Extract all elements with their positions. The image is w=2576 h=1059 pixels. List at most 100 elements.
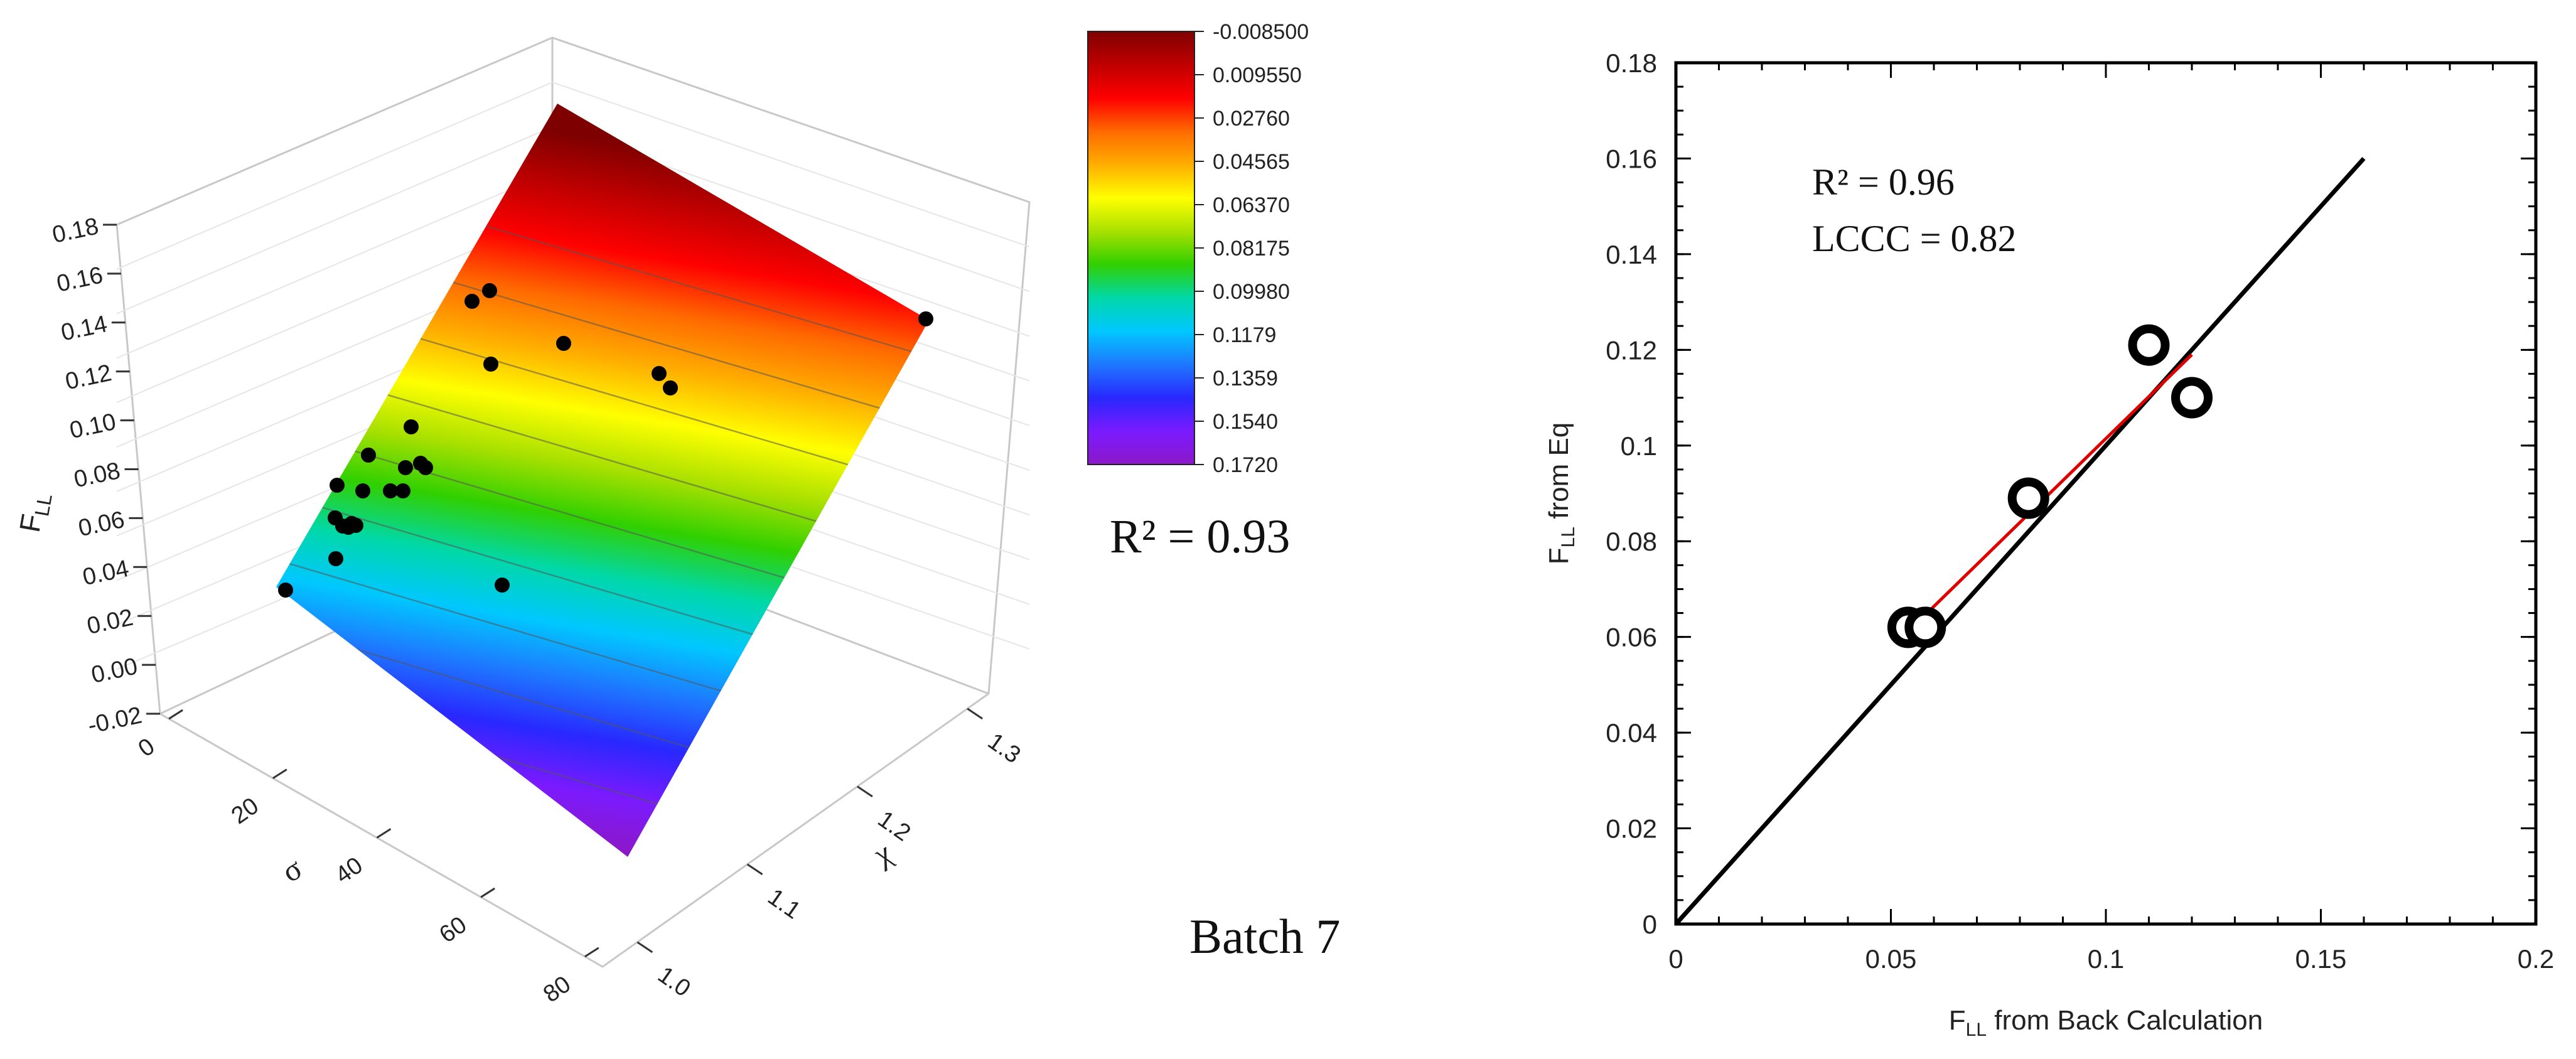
- contour-line: [276, 815, 929, 857]
- surface-data-point: [348, 518, 363, 533]
- colorbar-label: 0.1359: [1213, 367, 1278, 390]
- surface-data-point: [330, 478, 345, 493]
- chi-tick-label: 1.1: [763, 884, 805, 925]
- chi-tick: [857, 785, 873, 798]
- surface-data-point: [918, 311, 933, 326]
- surface-data-point: [464, 294, 480, 309]
- grid-line: [552, 82, 1030, 248]
- colorbar-label: 0.1720: [1213, 453, 1278, 477]
- z-tick-label: 0.16: [55, 262, 105, 297]
- chi-axis-ticks: 1.01.11.21.3: [636, 707, 1025, 1003]
- scatter-point: [1904, 606, 1946, 648]
- colorbar-label: -0.008500: [1213, 20, 1309, 44]
- scatter-x-axis-label: FLL from Back Calculation: [1949, 1005, 2263, 1040]
- grid-line: [116, 171, 553, 359]
- surface-data-point: [663, 380, 678, 395]
- colorbar: -0.008500 0.009550 0.02760 0.04565 0.06370 0.…: [1087, 20, 1309, 477]
- z-tick-label: 0.04: [80, 556, 131, 591]
- sigma-tick-label: 0: [134, 733, 159, 763]
- colorbar-label: 0.009550: [1213, 63, 1302, 87]
- y-tick-label: 0: [1643, 910, 1657, 939]
- scatter-plot-2d: 0 0.05 0.1 0.15 0.2 0 0.02 0.04 0.06 0.08 0.1 0.12 0…: [1543, 48, 2554, 1040]
- colorbar-label: 0.09980: [1213, 280, 1290, 304]
- y-tick-label: 0.02: [1606, 814, 1657, 844]
- z-tick-label: 0.10: [67, 409, 118, 444]
- surface-data-point: [328, 551, 343, 566]
- surface-data-point: [495, 578, 510, 593]
- scatter-points: [1887, 324, 2213, 648]
- grid-line: [116, 126, 553, 314]
- batch-label: Batch 7: [1189, 909, 1340, 964]
- regression-fit-line: [1911, 353, 2193, 629]
- sigma-tick: [480, 887, 495, 898]
- scatter-y-axis-label: FLL from Eq: [1543, 422, 1579, 565]
- r2-surface-label: R² = 0.93: [1110, 510, 1290, 563]
- sigma-tick-label: 40: [331, 852, 368, 889]
- y-tick-label: 0.14: [1606, 240, 1657, 269]
- surface-data-point: [398, 460, 413, 475]
- chi-tick: [967, 707, 984, 720]
- r2-scatter-annotation: R² = 0.96: [1812, 161, 1955, 203]
- sigma-tick: [168, 709, 183, 720]
- grid-line: [116, 82, 553, 270]
- surface-data-point: [383, 483, 398, 498]
- surface-plot-3d: -0.02 0.00 0.02 0.04 0.06 0.08 0.10 0.12 0.14 0.1…: [13, 20, 1341, 1008]
- colorbar-gradient: [1087, 31, 1195, 465]
- z-tick-label: 0.00: [89, 653, 140, 689]
- y-tick-label: 0.1: [1621, 431, 1657, 461]
- z-tick-label: 0.08: [72, 458, 122, 493]
- sigma-tick: [376, 828, 392, 839]
- lccc-annotation: LCCC = 0.82: [1812, 218, 2017, 259]
- z-axis-ticks: -0.02 0.00 0.02 0.04 0.06 0.08 0.10 0.12 0.14 0.1…: [50, 213, 160, 739]
- colorbar-label: 0.04565: [1213, 150, 1290, 174]
- scatter-tick-labels: 0 0.05 0.1 0.15 0.2 0 0.02 0.04 0.06 0.08 0.1 0.12 0…: [1606, 48, 2554, 974]
- scatter-point: [2128, 324, 2170, 366]
- surface-data-point: [404, 419, 419, 434]
- sigma-tick-label: 80: [539, 971, 576, 1008]
- y-tick-label: 0.16: [1606, 144, 1657, 173]
- y-tick-label: 0.08: [1606, 527, 1657, 556]
- colorbar-label: 0.06370: [1213, 193, 1290, 217]
- z-tick-label: 0.14: [58, 311, 109, 346]
- sigma-tick-label: 60: [435, 911, 472, 949]
- surface-data-point: [418, 460, 433, 475]
- chi-tick: [636, 941, 653, 954]
- chi-tick: [746, 863, 763, 876]
- identity-line: [1674, 157, 2366, 926]
- surface-data-point: [355, 483, 370, 498]
- x-tick-label: 0.05: [1865, 944, 1917, 974]
- surface-data-point: [652, 366, 667, 381]
- x-tick-label: 0.2: [2518, 944, 2554, 974]
- x-tick-label: 0.1: [2088, 944, 2124, 974]
- z-tick-label: 0.12: [63, 360, 114, 395]
- colorbar-label: 0.1179: [1213, 323, 1276, 347]
- surface-data-point: [361, 448, 376, 463]
- scatter-point: [2007, 477, 2049, 519]
- y-tick-label: 0.04: [1606, 718, 1657, 748]
- scatter-axis-ticks: [1675, 62, 2537, 925]
- colorbar-label: 0.08175: [1213, 237, 1290, 261]
- y-tick-label: 0.06: [1606, 623, 1657, 652]
- surface-data-point: [278, 583, 293, 598]
- sigma-tick: [272, 768, 287, 780]
- surface-data-point: [395, 483, 411, 498]
- colorbar-label: 0.02760: [1213, 107, 1290, 131]
- scatter-point: [2171, 377, 2213, 419]
- colorbar-tick-labels: -0.008500 0.009550 0.02760 0.04565 0.06370 0.…: [1194, 20, 1309, 477]
- surface-data-point: [482, 283, 497, 298]
- chi-tick-label: 1.3: [983, 728, 1025, 769]
- colorbar-label: 0.1540: [1213, 410, 1278, 434]
- x-tick-label: 0: [1668, 944, 1683, 974]
- z-tick-label: 0.18: [50, 213, 101, 248]
- z-tick-label: -0.02: [85, 702, 144, 739]
- scatter-plot-frame: [1674, 61, 2538, 926]
- z-axis-label: FLL: [13, 490, 56, 535]
- surface-data-points: [278, 283, 933, 598]
- sigma-tick-label: 20: [227, 793, 264, 830]
- x-tick-label: 0.15: [2295, 944, 2347, 974]
- y-tick-label: 0.18: [1606, 48, 1657, 78]
- chi-tick-label: 1.0: [653, 962, 695, 1003]
- sigma-tick: [584, 947, 599, 958]
- y-tick-label: 0.12: [1606, 335, 1657, 365]
